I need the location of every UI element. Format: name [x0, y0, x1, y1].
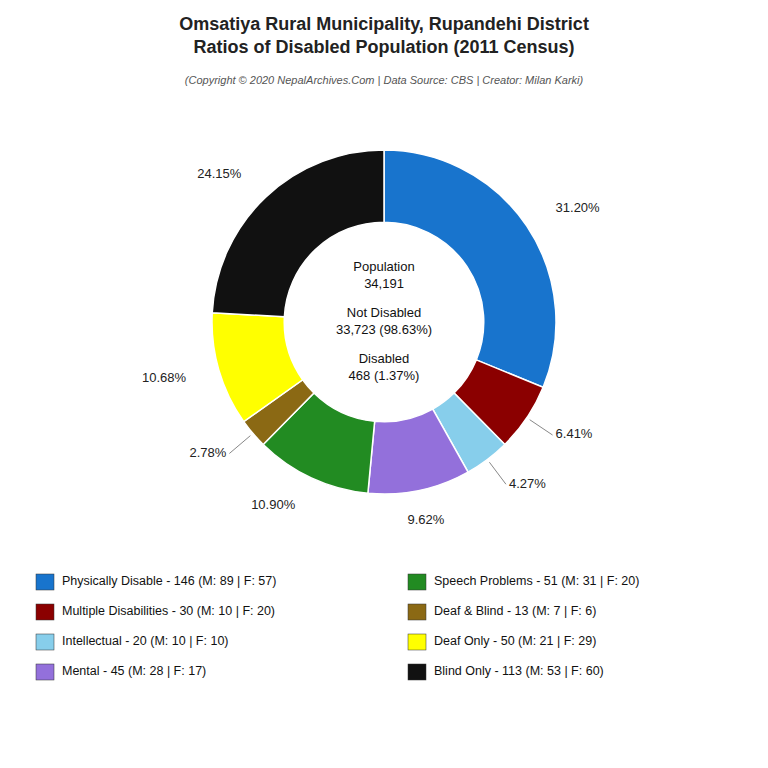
pie: 31.20% 6.41% 4.27% 9.62% 10.90% 2.78% 10.68% 24… [142, 150, 600, 527]
legend-swatch [408, 574, 426, 590]
annotation: Population 34,191 [353, 259, 414, 291]
legend-swatch [408, 634, 426, 650]
text-line: Population [353, 259, 414, 274]
legend-item: Physically Disable - 146 (M: 89 | F: 57) [36, 574, 276, 590]
text-line: Omsatiya Rural Municipality, Rupandehi D… [179, 14, 589, 34]
leader-line [489, 462, 506, 484]
data-label: 2.78% [190, 445, 227, 460]
legend-swatch [36, 574, 54, 590]
legend-item: Deaf & Blind - 13 (M: 7 | F: 6) [408, 604, 596, 620]
slice [368, 409, 468, 494]
legend-swatch [408, 664, 426, 680]
legend: Physically Disable - 146 (M: 89 | F: 57)… [36, 574, 639, 680]
legend-swatch [36, 664, 54, 680]
legend-item: Multiple Disabilities - 30 (M: 10 | F: 2… [36, 604, 275, 620]
annotation: Not Disabled 33,723 (98.63%) [336, 305, 432, 337]
data-label: 24.15% [197, 166, 242, 181]
subtitle: (Copyright © 2020 NepalArchives.Com | Da… [185, 74, 584, 86]
legend-label: Deaf & Blind - 13 (M: 7 | F: 6) [434, 604, 596, 618]
text-line: Ratios of Disabled Population (2011 Cens… [193, 37, 574, 57]
legend-swatch [36, 604, 54, 620]
data-labels: 31.20% 6.41% 4.27% 9.62% 10.90% 2.78% 10.68% 24… [142, 166, 600, 527]
legend-label: Physically Disable - 146 (M: 89 | F: 57) [62, 574, 276, 588]
legend-item: Intellectual - 20 (M: 10 | F: 10) [36, 634, 229, 650]
legend-item: Blind Only - 113 (M: 53 | F: 60) [408, 664, 604, 680]
text-line: Not Disabled [347, 305, 421, 320]
data-label: 9.62% [408, 512, 445, 527]
chart: Omsatiya Rural Municipality, Rupandehi D… [0, 0, 768, 768]
legend-item: Speech Problems - 51 (M: 31 | F: 20) [408, 574, 639, 590]
data-label: 31.20% [556, 200, 601, 215]
title: Omsatiya Rural Municipality, Rupandehi D… [179, 14, 589, 57]
annotation: Disabled 468 (1.37%) [349, 351, 420, 383]
legend-label: Deaf Only - 50 (M: 21 | F: 29) [434, 634, 596, 648]
legend-swatch [36, 634, 54, 650]
text-line: Disabled [359, 351, 410, 366]
data-label: 6.41% [556, 426, 593, 441]
data-label: 4.27% [509, 476, 546, 491]
legend-label: Intellectual - 20 (M: 10 | F: 10) [62, 634, 229, 648]
legend-item: Mental - 45 (M: 28 | F: 17) [36, 664, 206, 680]
leader-line [229, 436, 250, 454]
legend-item: Deaf Only - 50 (M: 21 | F: 29) [408, 634, 596, 650]
text-line: 33,723 (98.63%) [336, 322, 432, 337]
legend-label: Multiple Disabilities - 30 (M: 10 | F: 2… [62, 604, 275, 618]
text-line: 468 (1.37%) [349, 368, 420, 383]
leader-line [530, 420, 553, 435]
text-line: 34,191 [364, 276, 404, 291]
slices [212, 150, 556, 494]
legend-label: Speech Problems - 51 (M: 31 | F: 20) [434, 574, 639, 588]
legend-swatch [408, 604, 426, 620]
data-label: 10.68% [142, 370, 187, 385]
legend-label: Mental - 45 (M: 28 | F: 17) [62, 664, 206, 678]
legend-label: Blind Only - 113 (M: 53 | F: 60) [434, 664, 604, 678]
data-label: 10.90% [251, 497, 296, 512]
annotations: Population 34,191 Not Disabled 33,723 (98.6… [336, 259, 432, 383]
slice [212, 313, 303, 422]
